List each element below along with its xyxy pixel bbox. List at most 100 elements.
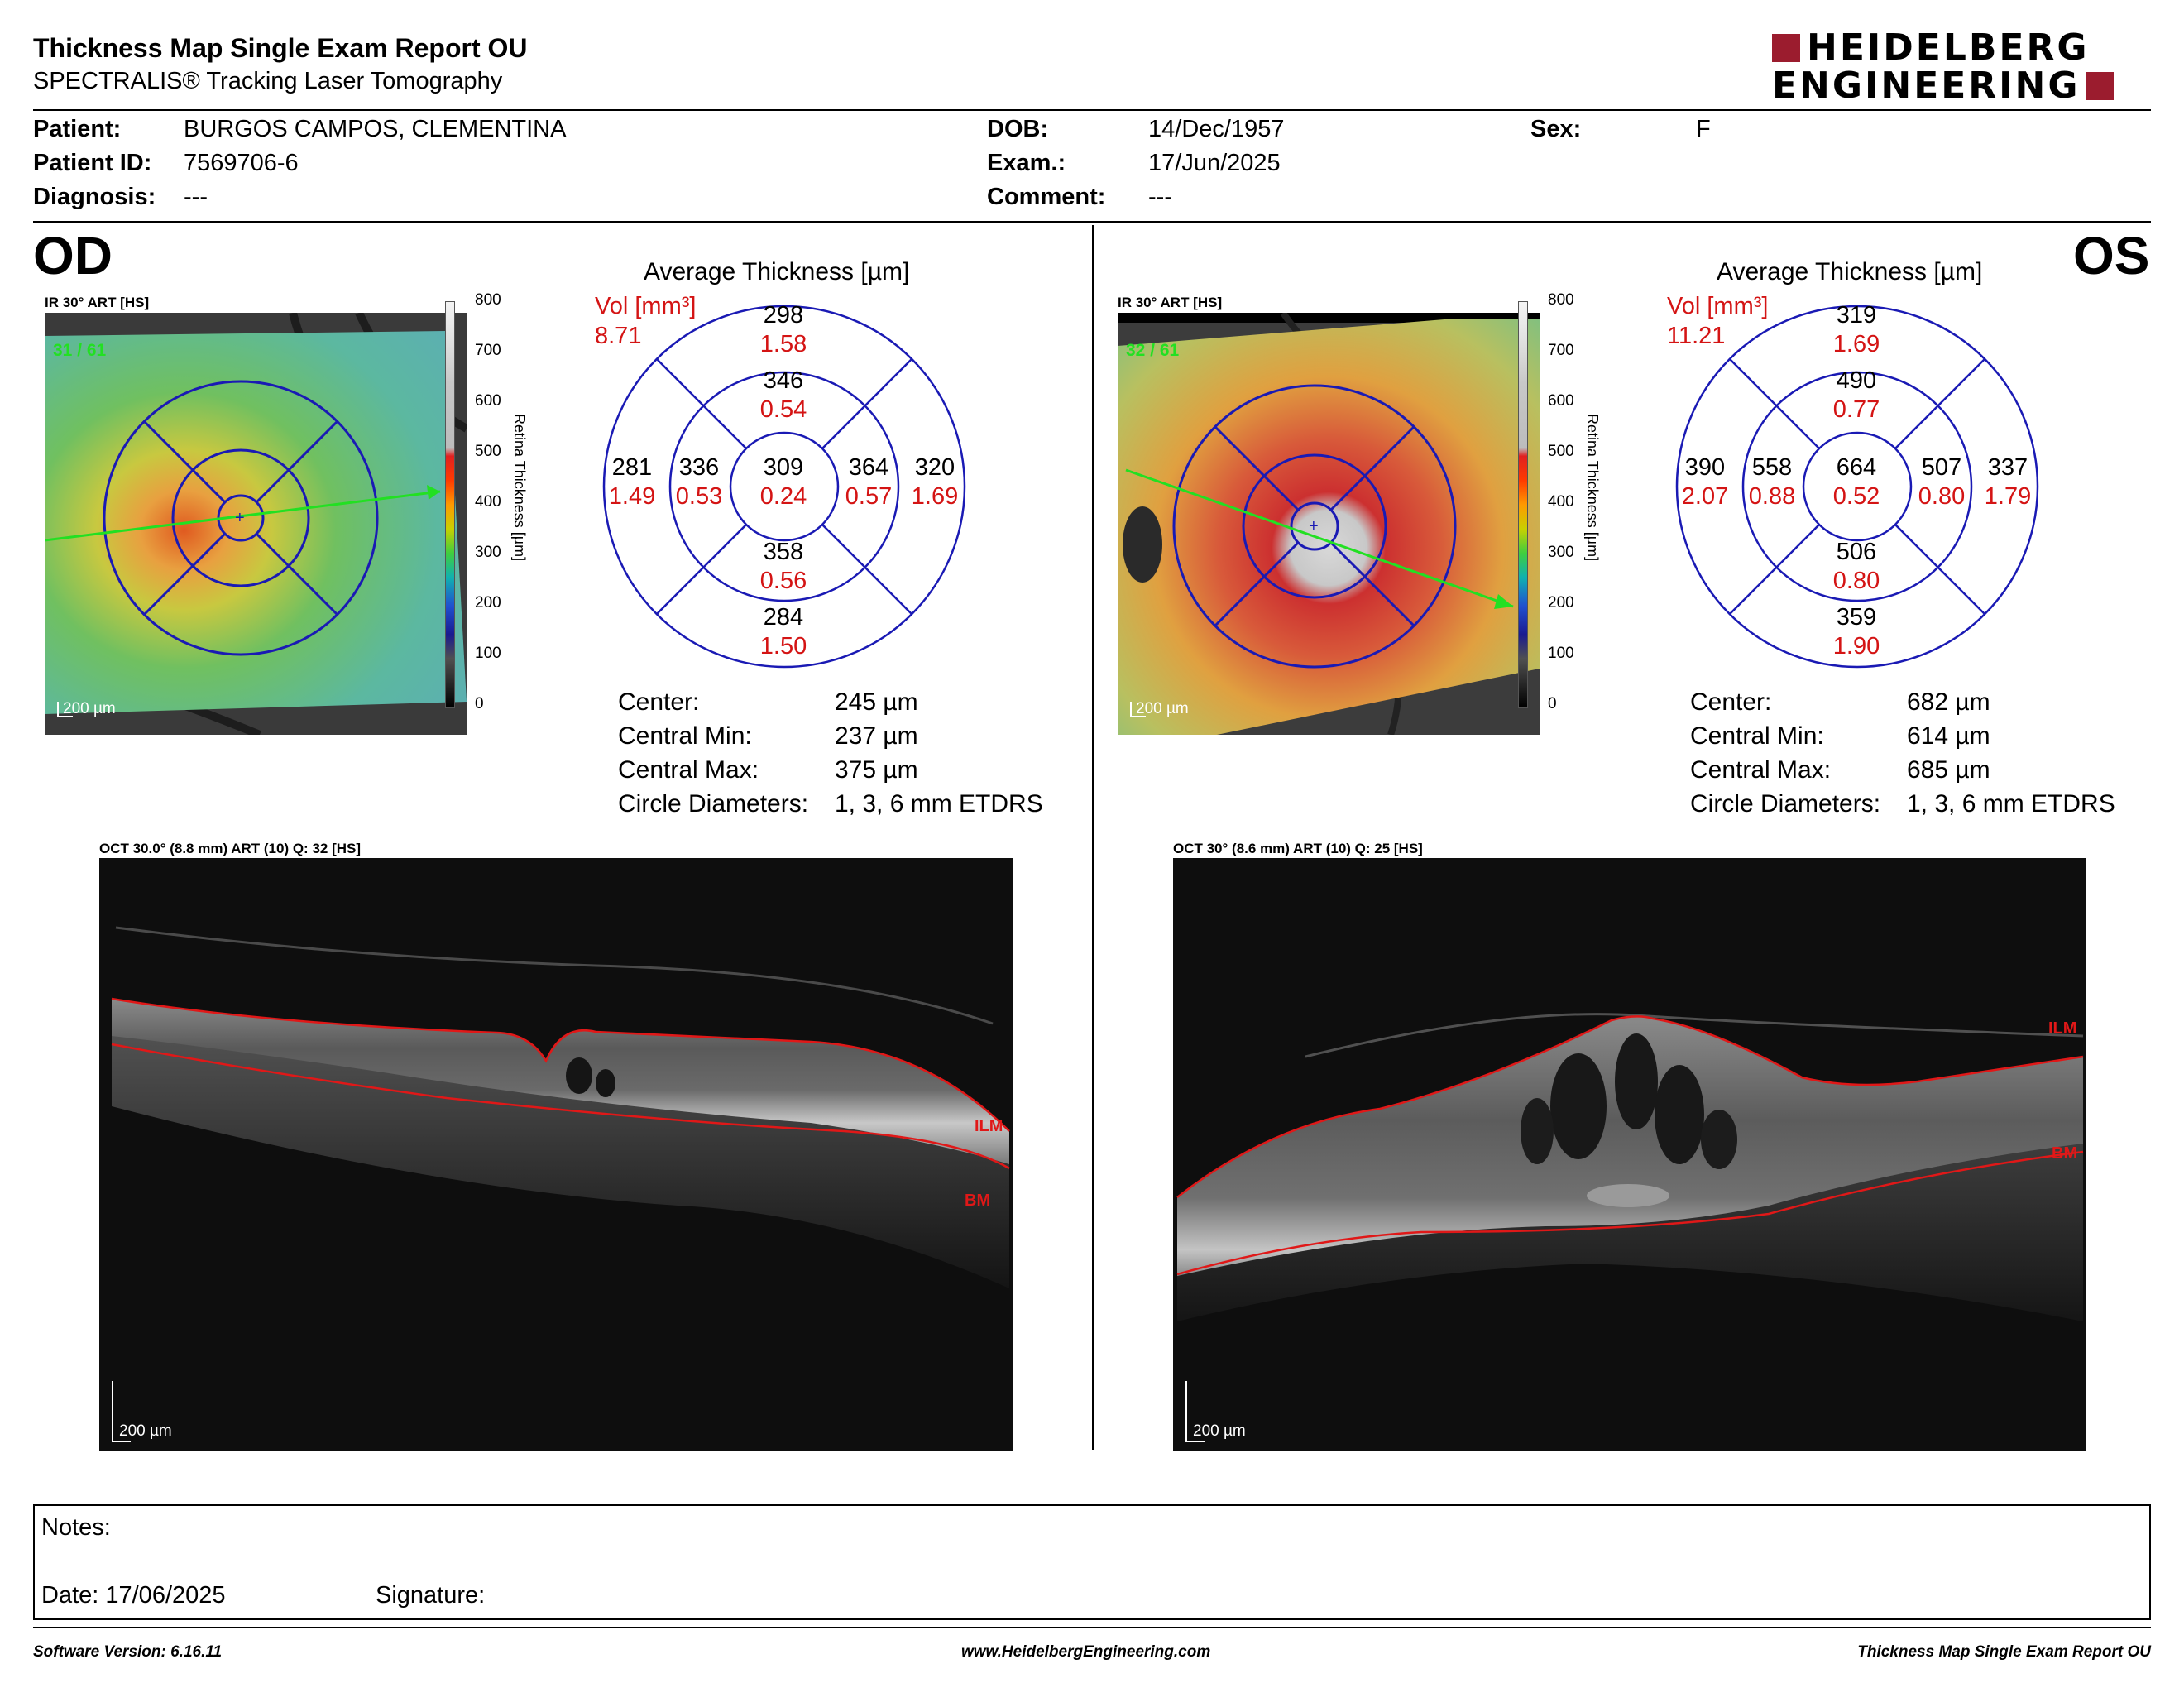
logo-line2: ENGINEERING [1772,65,2081,107]
bm-label-os: BM [2052,1144,2077,1163]
scale-title-od: Retina Thickness [µm] [511,414,528,562]
oct-bscan-os: ILM BM 200 µm [1173,858,2086,1451]
grid-cell-inner-top: 346 0.54 [746,367,821,424]
heidelberg-logo: HEIDELBERG ENGINEERING [1772,30,2153,107]
stat-center-label: Center: [1690,688,1772,716]
volume-value: 0.57 [845,483,893,510]
software-version: Software Version: 6.16.11 [33,1643,223,1661]
thickness-value: 319 [1836,302,1877,328]
scale-tick: 700 [1548,342,1574,359]
stat-max-value: 685 µm [1907,756,1990,784]
scale-tick: 400 [475,493,501,511]
ir-frames-os: 32 / 61 [1126,341,1180,360]
website-link[interactable]: www.HeidelbergEngineering.com [961,1643,1211,1661]
logo-square-icon [1772,34,1800,62]
volume-value: 1.58 [759,331,807,357]
avg-thickness-title-os: Average Thickness [µm] [1717,258,1983,285]
grid-cell-center: 664 0.52 [1819,453,1894,511]
thickness-value: 358 [763,539,804,565]
thickness-value: 390 [1684,454,1726,481]
ir-label-od: IR 30° ART [HS] [45,295,150,310]
thickness-map-od: + 31 / 61 200 µm [45,313,467,735]
grid-cell-inner-bottom: 358 0.56 [746,538,821,596]
signature-label: Signature: [376,1582,486,1609]
eye-divider [1092,225,1094,1450]
patient-id: 7569706-6 [184,150,299,176]
scale-tick: 100 [475,645,501,662]
grid-cell-inner-right: 364 0.57 [831,453,906,511]
volume-value: 2.07 [1681,483,1729,510]
patient-label: Patient: [33,116,122,142]
svg-text:+: + [1309,517,1319,535]
comment-label: Comment: [987,184,1106,210]
eye-label-od: OD [33,226,113,285]
diagnosis-value: --- [184,184,208,210]
thickness-value: 309 [763,454,804,481]
scale-tick: 0 [475,695,484,712]
stat-center-value: 682 µm [1907,688,1990,716]
scale-tick: 300 [475,544,501,561]
thickness-value: 284 [763,604,804,631]
volume-value: 1.79 [1984,483,2032,510]
thickness-value: 558 [1751,454,1793,481]
grid-cell-outer-top: 319 1.69 [1819,301,1894,359]
stat-max-label: Central Max: [1690,756,1832,784]
stat-min-value: 614 µm [1907,722,1990,750]
scale-tick: 500 [1548,443,1574,460]
comment-value: --- [1148,184,1172,210]
oct-scale-os: 200 µm [1193,1422,1246,1440]
stats-od: Center: 245 µm Central Min: 237 µm Central… [618,685,1043,821]
logo-square-icon [2085,72,2114,100]
dob-label: DOB: [987,116,1049,142]
stat-diameters-value: 1, 3, 6 mm ETDRS [835,790,1043,818]
thickness-value: 506 [1836,539,1877,565]
grid-cell-outer-right: 337 1.79 [1971,453,2045,511]
scale-tick: 400 [1548,493,1574,511]
scale-tick: 600 [1548,392,1574,410]
footer-report-name: Thickness Map Single Exam Report OU [1857,1643,2151,1661]
diagnosis-label: Diagnosis: [33,184,156,210]
etdrs-grid-os [1675,305,2039,669]
header-divider [33,109,2151,111]
volume-value: 0.80 [1832,568,1880,594]
volume-value: 0.88 [1748,483,1796,510]
info-divider [33,221,2151,223]
stat-diameters-value: 1, 3, 6 mm ETDRS [1907,790,2115,818]
scale-tick: 100 [1548,645,1574,662]
volume-value: 1.69 [911,483,959,510]
sex-value: F [1696,116,1711,142]
thickness-scale-os [1518,301,1528,708]
grid-cell-center: 309 0.24 [746,453,821,511]
volume-value: 0.53 [675,483,723,510]
footer-divider [33,1627,2151,1628]
stat-center-value: 245 µm [835,688,918,716]
bm-label-od: BM [965,1192,990,1210]
notes-box[interactable]: Notes: Date: 17/06/2025 Signature: [33,1504,2151,1620]
thickness-value: 507 [1921,454,1962,481]
thickness-value: 364 [848,454,889,481]
stat-center-label: Center: [618,688,700,716]
ir-scale-od: 200 µm [63,700,116,717]
thickness-value: 337 [1987,454,2028,481]
stat-diameters-label: Circle Diameters: [1690,790,1881,818]
volume-value: 0.56 [759,568,807,594]
grid-cell-inner-left: 558 0.88 [1735,453,1809,511]
grid-cell-outer-top: 298 1.58 [746,301,821,359]
stats-os: Center: 682 µm Central Min: 614 µm Central… [1690,685,2115,821]
oct-bscan-od: ILM BM 200 µm [99,858,1013,1451]
exam-value: 17/Jun/2025 [1148,150,1281,176]
stat-min-label: Central Min: [618,722,752,750]
grid-cell-inner-left: 336 0.53 [662,453,736,511]
volume-value: 1.49 [608,483,656,510]
oct-label-os: OCT 30° (8.6 mm) ART (10) Q: 25 [HS] [1173,841,1423,856]
oct-scale-od: 200 µm [119,1422,172,1440]
grid-cell-outer-right: 320 1.69 [898,453,972,511]
stat-max-label: Central Max: [618,756,759,784]
volume-value: 0.24 [759,483,807,510]
grid-cell-outer-bottom: 284 1.50 [746,603,821,661]
exam-label: Exam.: [987,150,1066,176]
ilm-label-os: ILM [2048,1019,2076,1038]
scale-tick: 800 [475,291,501,309]
thickness-value: 346 [763,367,804,394]
notes-label: Notes: [41,1514,111,1541]
